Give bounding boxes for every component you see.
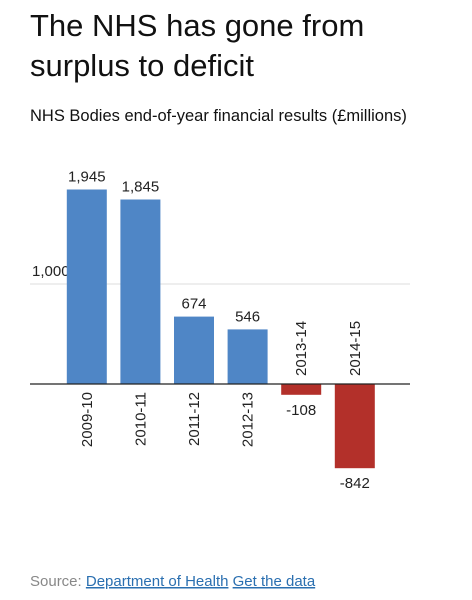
value-label: 546 [235,308,260,325]
bar [120,199,161,384]
x-tick-label: 2011-12 [186,392,203,446]
bar [334,384,375,469]
bar [281,384,322,395]
bar [66,189,107,384]
value-label: -108 [286,402,316,419]
source-label: Source: [30,573,82,590]
bar [227,329,268,384]
value-label: 674 [181,296,206,313]
bar [174,316,214,384]
source-link[interactable]: Department of Health [86,573,229,590]
chart-subtitle: NHS Bodies end-of-year financial results… [30,107,407,125]
chart-title: The NHS has gone from [30,8,364,43]
footer: Source: Department of Health Get the dat… [30,573,316,590]
data-link[interactable]: Get the data [233,573,316,590]
y-tick-label: 1,000 [32,263,70,280]
x-tick-label: 2010-11 [132,392,149,446]
value-label: 1,845 [122,179,160,196]
value-label: 1,945 [68,169,106,186]
x-tick-label: 2013-14 [293,321,310,376]
chart-title: surplus to deficit [30,48,254,83]
x-tick-label: 2009-10 [79,392,96,447]
x-tick-label: 2012-13 [240,392,257,447]
value-label: -842 [340,475,370,492]
x-tick-label: 2014-15 [347,321,364,376]
